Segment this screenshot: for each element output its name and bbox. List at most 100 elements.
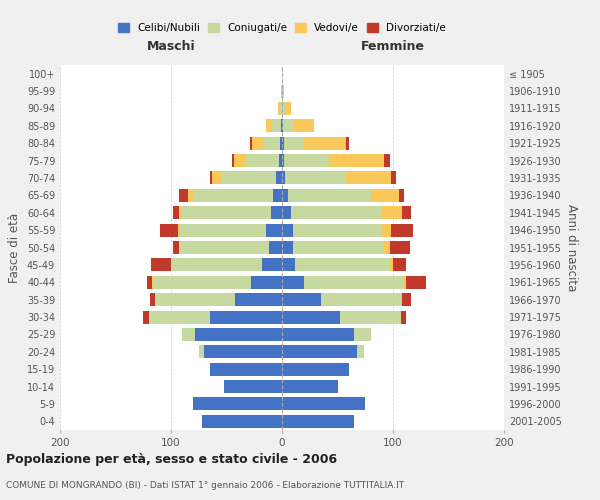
Bar: [293, 241, 384, 254]
Text: Popolazione per età, sesso e stato civile - 2006: Popolazione per età, sesso e stato civil…: [6, 452, 337, 466]
Bar: [250, 136, 252, 149]
Y-axis label: Anni di nascita: Anni di nascita: [565, 204, 578, 291]
Bar: [294, 120, 314, 132]
Bar: [358, 346, 364, 358]
Bar: [278, 102, 280, 115]
Bar: [401, 310, 406, 324]
Bar: [202, 415, 282, 428]
Bar: [179, 206, 182, 220]
Bar: [346, 172, 391, 184]
Bar: [391, 172, 397, 184]
Bar: [282, 102, 286, 115]
Bar: [153, 276, 251, 289]
Bar: [160, 224, 178, 236]
Bar: [282, 328, 354, 341]
Bar: [152, 276, 153, 289]
Bar: [286, 102, 291, 115]
Bar: [173, 241, 179, 254]
Bar: [273, 189, 282, 202]
Bar: [204, 346, 282, 358]
Bar: [262, 258, 282, 272]
Bar: [269, 241, 282, 254]
Y-axis label: Fasce di età: Fasce di età: [8, 212, 21, 282]
Bar: [282, 380, 337, 393]
Bar: [402, 206, 411, 220]
Bar: [199, 346, 204, 358]
Bar: [354, 328, 371, 341]
Bar: [384, 241, 389, 254]
Bar: [382, 206, 402, 220]
Bar: [180, 241, 269, 254]
Text: Femmine: Femmine: [361, 40, 425, 53]
Bar: [277, 172, 282, 184]
Bar: [281, 84, 282, 98]
Bar: [210, 310, 282, 324]
Bar: [282, 241, 293, 254]
Bar: [171, 258, 262, 272]
Bar: [406, 276, 426, 289]
Bar: [149, 310, 210, 324]
Bar: [224, 380, 282, 393]
Bar: [284, 136, 304, 149]
Bar: [389, 241, 410, 254]
Bar: [283, 84, 284, 98]
Bar: [393, 258, 406, 272]
Bar: [282, 224, 293, 236]
Bar: [286, 172, 346, 184]
Bar: [193, 189, 273, 202]
Bar: [321, 293, 401, 306]
Bar: [150, 293, 155, 306]
Bar: [151, 258, 171, 272]
Bar: [304, 276, 404, 289]
Bar: [278, 154, 282, 167]
Bar: [252, 136, 263, 149]
Bar: [389, 258, 393, 272]
Bar: [282, 276, 304, 289]
Bar: [329, 154, 384, 167]
Bar: [282, 120, 283, 132]
Bar: [282, 136, 284, 149]
Bar: [282, 293, 321, 306]
Bar: [179, 189, 188, 202]
Bar: [282, 84, 283, 98]
Bar: [155, 293, 235, 306]
Text: COMUNE DI MONGRANDO (BI) - Dati ISTAT 1° gennaio 2006 - Elaborazione TUTTITALIA.: COMUNE DI MONGRANDO (BI) - Dati ISTAT 1°…: [6, 480, 404, 490]
Bar: [271, 206, 282, 220]
Bar: [283, 120, 294, 132]
Bar: [280, 136, 282, 149]
Bar: [193, 398, 282, 410]
Bar: [266, 120, 272, 132]
Bar: [221, 172, 277, 184]
Bar: [280, 102, 282, 115]
Bar: [196, 328, 282, 341]
Bar: [402, 293, 411, 306]
Bar: [382, 224, 391, 236]
Legend: Celibi/Nubili, Coniugati/e, Vedovi/e, Divorziati/e: Celibi/Nubili, Coniugati/e, Vedovi/e, Di…: [114, 19, 450, 38]
Bar: [291, 206, 382, 220]
Bar: [282, 398, 365, 410]
Bar: [210, 362, 282, 376]
Bar: [371, 189, 398, 202]
Bar: [143, 310, 149, 324]
Bar: [281, 120, 282, 132]
Bar: [188, 189, 193, 202]
Bar: [346, 136, 349, 149]
Bar: [146, 276, 152, 289]
Bar: [391, 224, 413, 236]
Bar: [282, 154, 284, 167]
Bar: [287, 189, 371, 202]
Bar: [304, 136, 346, 149]
Bar: [293, 224, 382, 236]
Bar: [401, 293, 402, 306]
Bar: [282, 189, 287, 202]
Bar: [284, 154, 329, 167]
Bar: [178, 224, 180, 236]
Bar: [263, 136, 280, 149]
Bar: [282, 310, 340, 324]
Bar: [232, 154, 234, 167]
Bar: [295, 258, 389, 272]
Bar: [384, 154, 389, 167]
Bar: [266, 224, 282, 236]
Bar: [404, 276, 406, 289]
Bar: [340, 310, 401, 324]
